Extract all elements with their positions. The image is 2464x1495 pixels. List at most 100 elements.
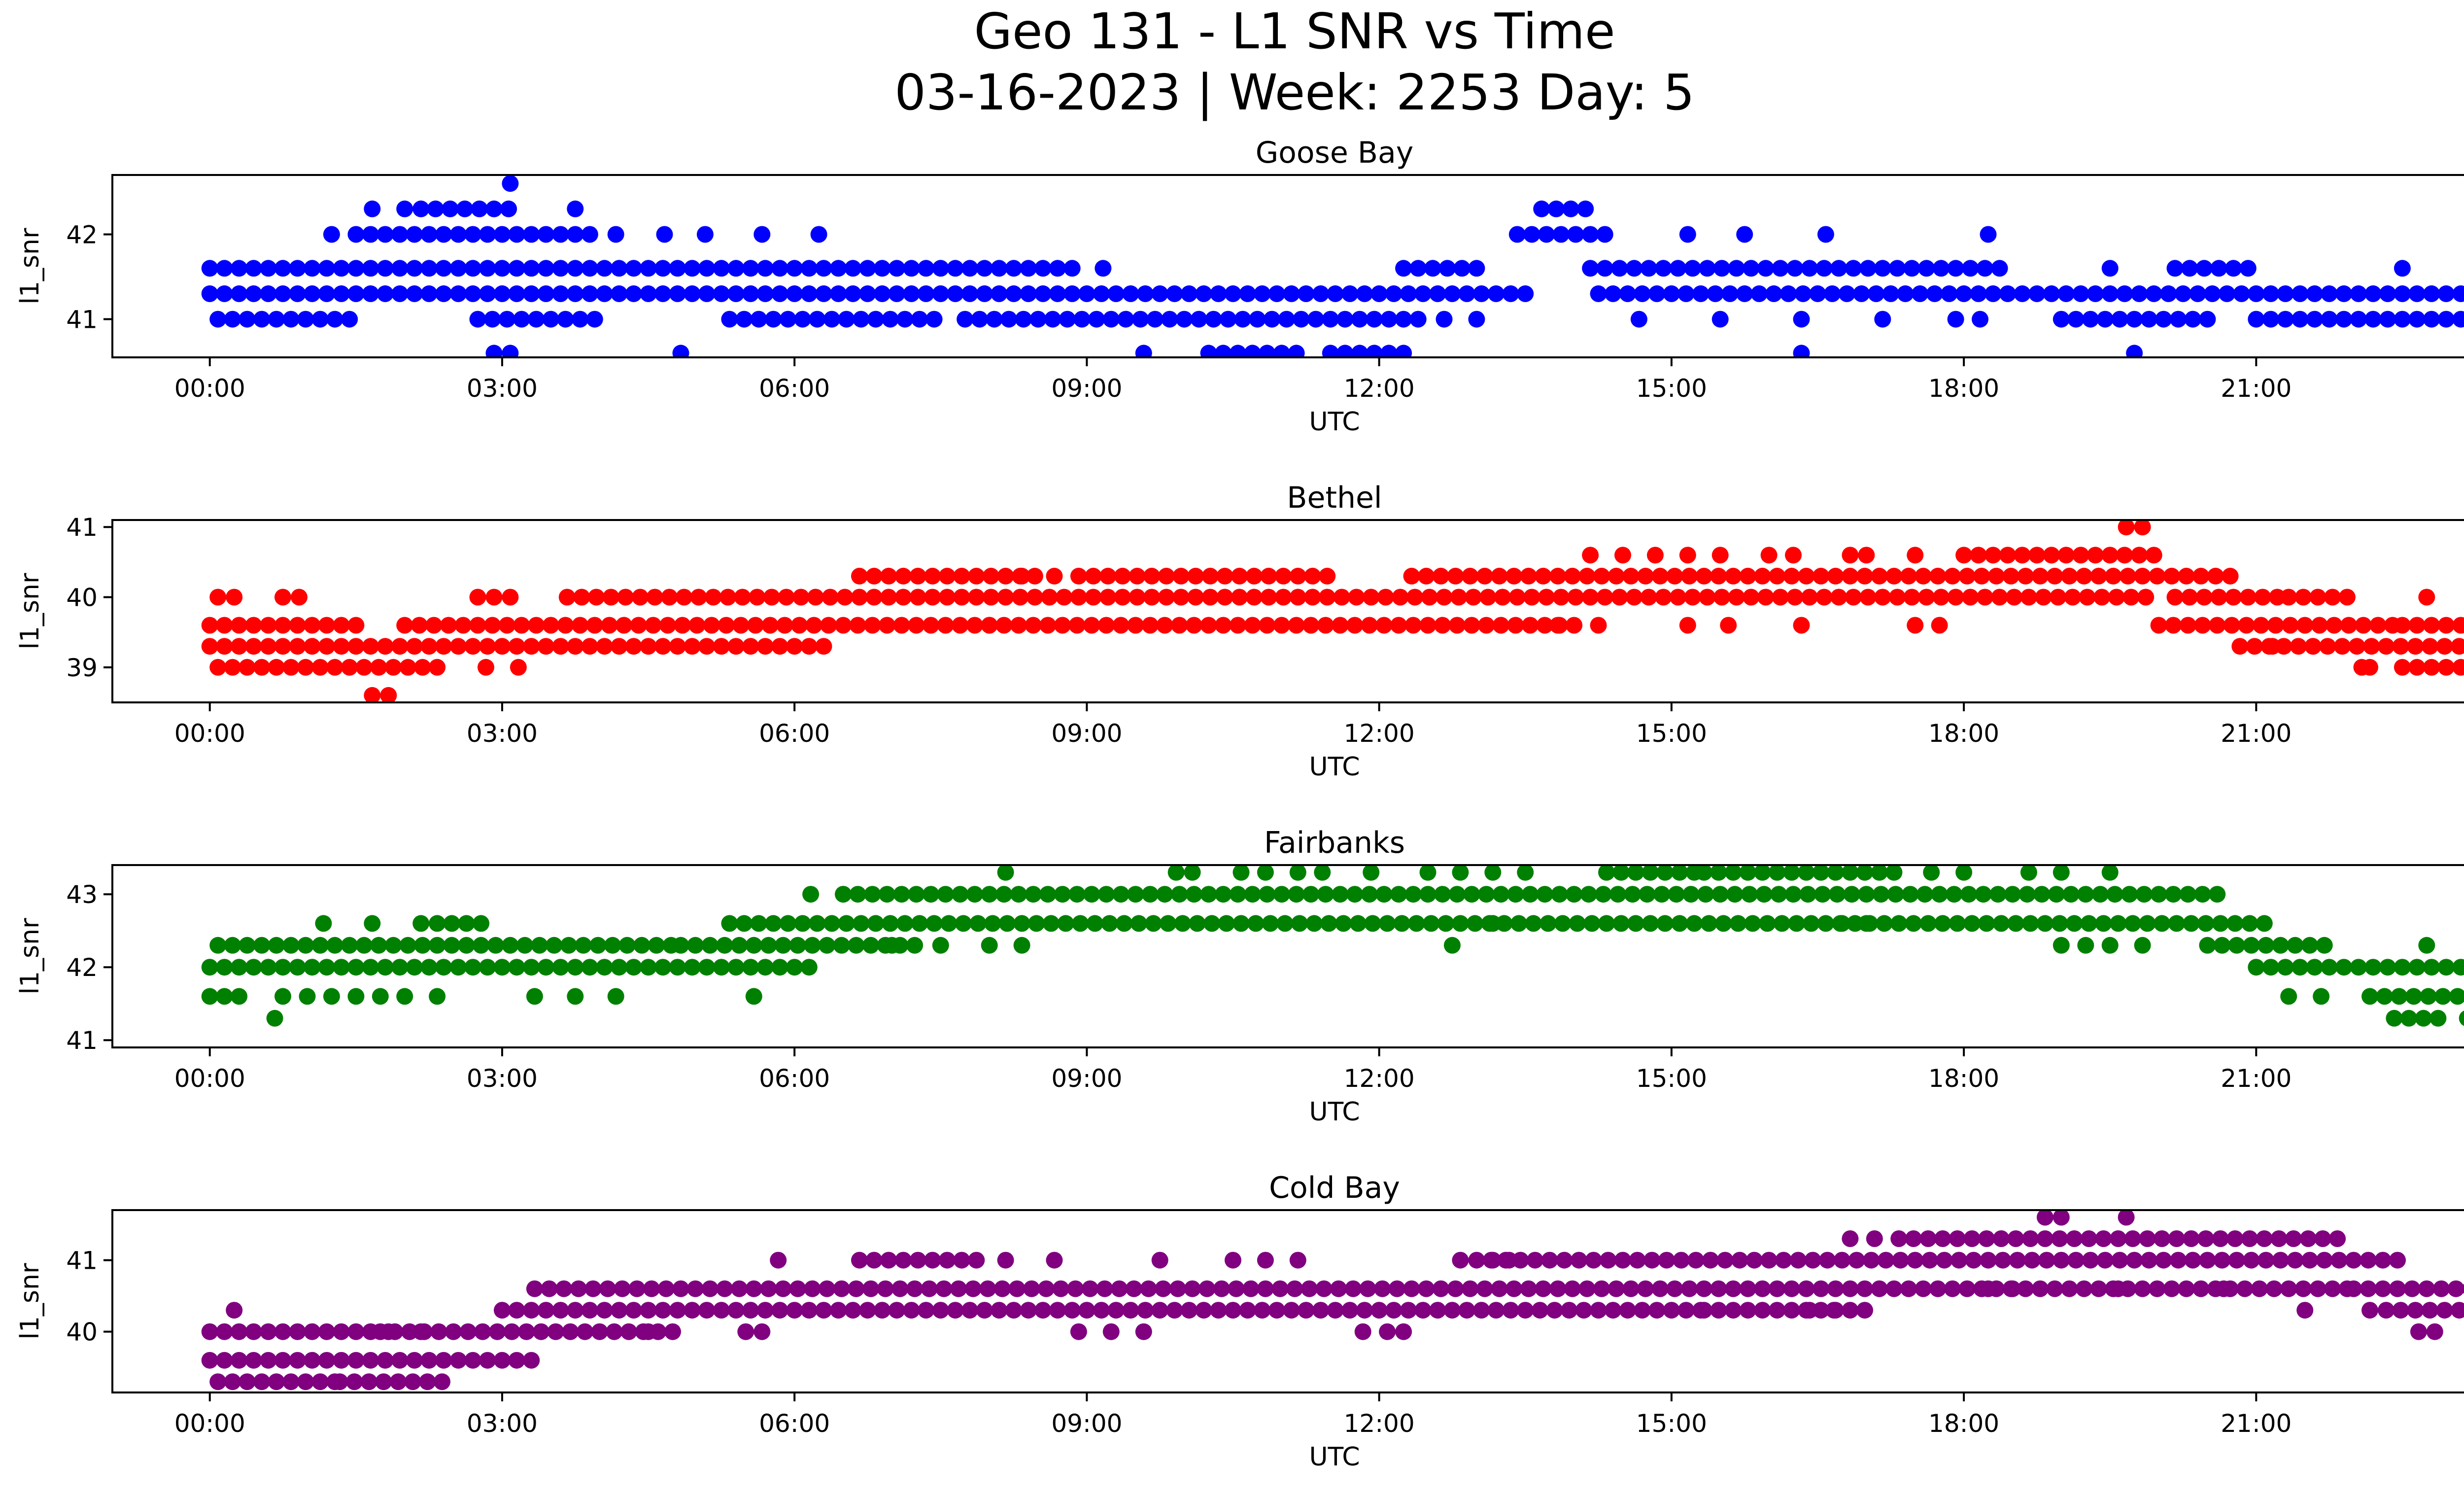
- data-point: [2338, 589, 2356, 606]
- data-point: [1005, 260, 1023, 277]
- data-point: [616, 617, 633, 634]
- data-point: [1955, 547, 1973, 564]
- data-point: [879, 886, 895, 903]
- data-point: [1915, 567, 1932, 585]
- data-point: [391, 260, 409, 277]
- data-point: [1934, 915, 1951, 932]
- data-point: [2376, 988, 2393, 1005]
- data-point: [698, 1302, 716, 1319]
- y-axis-label: l1_snr: [15, 573, 45, 650]
- data-point: [494, 260, 511, 277]
- data-point: [1117, 311, 1134, 328]
- data-point: [1750, 285, 1768, 302]
- data-point: [1980, 226, 1997, 243]
- data-point: [1508, 226, 1526, 243]
- data-point: [2194, 886, 2211, 903]
- data-point: [1257, 1252, 1274, 1269]
- data-point: [2265, 1280, 2283, 1297]
- data-point: [669, 260, 686, 277]
- data-point: [1346, 886, 1364, 903]
- data-point: [1549, 567, 1567, 585]
- data-point: [1020, 285, 1037, 302]
- data-point: [1289, 589, 1306, 606]
- data-point: [1931, 617, 1948, 634]
- data-point: [749, 589, 766, 606]
- data-point: [2423, 659, 2440, 676]
- data-point: [1569, 915, 1586, 932]
- data-point: [2043, 285, 2060, 302]
- data-point: [1856, 1302, 1873, 1319]
- data-point: [2110, 1230, 2127, 1247]
- data-point: [1418, 567, 1435, 585]
- data-point: [1566, 886, 1583, 903]
- data-point: [420, 959, 438, 976]
- data-point: [315, 915, 332, 932]
- data-point: [2294, 1280, 2312, 1297]
- data-point: [557, 617, 574, 634]
- data-point: [274, 1323, 291, 1340]
- data-point: [209, 1373, 227, 1391]
- y-tick-label: 41: [66, 306, 98, 334]
- data-point: [1102, 311, 1120, 328]
- x-tick-label: 15:00: [1636, 374, 1707, 403]
- data-point: [2364, 285, 2382, 302]
- data-point: [2243, 937, 2260, 954]
- data-point: [1403, 1280, 1420, 1297]
- data-point: [1585, 1252, 1602, 1269]
- y-tick-label: 41: [66, 513, 98, 542]
- data-point: [1772, 260, 1789, 277]
- data-point: [2408, 959, 2426, 976]
- data-point: [558, 589, 576, 606]
- data-point: [2374, 1252, 2392, 1269]
- data-point: [581, 226, 598, 243]
- data-point: [399, 937, 416, 954]
- data-point: [1025, 617, 1042, 634]
- data-point: [1005, 285, 1023, 302]
- data-point: [664, 1323, 681, 1340]
- data-point: [1877, 1252, 1894, 1269]
- data-point: [2379, 959, 2396, 976]
- data-point: [1710, 567, 1727, 585]
- data-point: [2080, 915, 2097, 932]
- data-point: [458, 937, 475, 954]
- data-point: [611, 638, 628, 655]
- data-point: [1666, 1280, 1683, 1297]
- data-point: [541, 1280, 558, 1297]
- data-point: [932, 260, 949, 277]
- data-point: [2126, 345, 2143, 357]
- data-point: [547, 1323, 564, 1340]
- data-point: [760, 937, 777, 954]
- data-point: [867, 915, 884, 932]
- figure-title-line1: Geo 131 - L1 SNR vs Time: [974, 2, 1615, 60]
- data-point: [2355, 617, 2372, 634]
- data-point: [2340, 617, 2358, 634]
- data-point: [1229, 345, 1246, 357]
- x-tick-label: 15:00: [1636, 719, 1707, 748]
- data-point: [1257, 865, 1274, 881]
- data-point: [1078, 285, 1095, 302]
- data-point: [1228, 1280, 1245, 1297]
- data-point: [640, 638, 657, 655]
- data-point: [2105, 567, 2122, 585]
- data-point: [1958, 567, 1976, 585]
- data-point: [1876, 915, 1893, 932]
- data-point: [1739, 567, 1756, 585]
- data-point: [2238, 617, 2255, 634]
- data-point: [1648, 285, 1666, 302]
- data-point: [1905, 915, 1922, 932]
- data-point: [684, 1302, 701, 1319]
- data-point: [1366, 345, 1383, 357]
- data-point: [2361, 1302, 2378, 1319]
- data-point: [1819, 1252, 1836, 1269]
- subplots: 00:00 03:00 06:00 09:00 12:00 15:00 18:00 21:00…: [15, 136, 2464, 1472]
- data-point: [765, 915, 782, 932]
- data-point: [2452, 959, 2464, 976]
- data-point: [1141, 886, 1159, 903]
- data-point: [669, 285, 686, 302]
- data-point: [1919, 915, 1937, 932]
- data-point: [485, 345, 503, 357]
- data-point: [1085, 589, 1102, 606]
- data-point: [771, 260, 788, 277]
- data-point: [2277, 959, 2294, 976]
- data-point: [821, 589, 839, 606]
